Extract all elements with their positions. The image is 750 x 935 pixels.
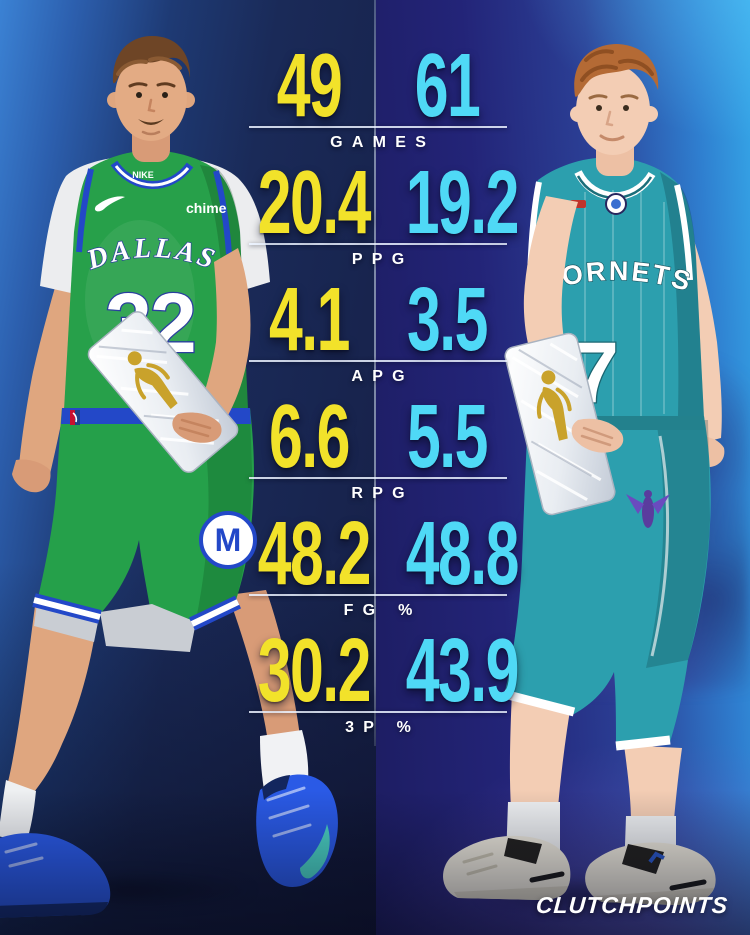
trophy-gold-figurine [127,351,178,410]
stat-label: RPG [351,485,414,502]
stat-label: GAMES [330,134,436,151]
row-separator-line [249,711,507,713]
floor-sheen-overlay [0,790,750,935]
row-separator-line [249,126,507,128]
svg-text:M: M [215,522,242,558]
right-stat-value: 3.5 [407,269,488,370]
row-separator-line [249,477,507,479]
stat-label: FG % [343,602,422,619]
right-stat-value: 43.9 [405,620,519,721]
stat-label: PPG [351,251,414,268]
stat-label: APG [351,368,414,385]
right-stat-value: 61 [414,35,481,136]
left-player-right-arm [19,250,86,474]
stat-row-games: 49 61 GAMES [240,36,516,151]
mavericks-m-logo-icon: M [199,511,257,569]
stat-label: 3P % [345,719,421,736]
hornets-crest-icon [605,193,627,215]
nike-swoosh-icon [94,196,125,212]
left-player-left-arm [190,248,251,432]
sponsor-text: chime [186,200,227,216]
nike-wordmark: NIKE [132,170,154,180]
right-player-trophy [504,332,616,516]
stat-row-apg: 4.1 3.5 APG [240,270,516,385]
row-separator-line [249,243,507,245]
right-player-head [570,44,659,176]
right-stat-value: 19.2 [405,152,519,253]
right-player-left-hand [571,418,624,453]
right-player-left-arm [523,196,578,368]
compression-shorts [100,604,196,652]
row-separator-line [249,360,507,362]
hornets-logo-icon [626,490,670,528]
right-stat-value: 48.8 [405,503,519,604]
nba-logo-icon [70,410,80,425]
stat-row-ppg: 20.4 19.2 PPG [240,153,519,268]
left-stat-value: 30.2 [257,620,372,721]
stats-column: 49 61 GAMES 20.4 19.2 PPG 4.1 3.5 APG [240,36,519,750]
jersey-armhole-trim [213,170,232,255]
left-player-head [107,36,195,162]
left-stat-value: 20.4 [257,152,372,253]
right-stat-value: 5.5 [407,386,488,487]
stat-row-rpg: 6.6 5.5 RPG [240,387,516,502]
jersey-armhole-trim [674,184,693,281]
stat-row-fg-pct: 48.2 48.8 FG % [240,504,519,619]
trophy-gold-figurine [536,370,572,441]
left-stat-value: 6.6 [269,386,350,487]
row-separator-line [249,594,507,596]
left-player-right-hand [12,459,51,493]
mustache [138,119,164,125]
left-stat-value: 48.2 [257,503,372,604]
left-player-figure: NIKE chime DALLAS 32 M [0,36,338,918]
center-divider-line [374,0,376,746]
left-stat-value: 49 [276,35,343,136]
jersey-armhole-trim [76,168,94,253]
clutchpoints-watermark: CLUTCHPOINTS [534,892,729,918]
stat-row-3p-pct: 30.2 43.9 3P % [240,621,519,736]
left-stat-value: 4.1 [269,269,350,370]
left-player-left-hand [172,412,222,443]
